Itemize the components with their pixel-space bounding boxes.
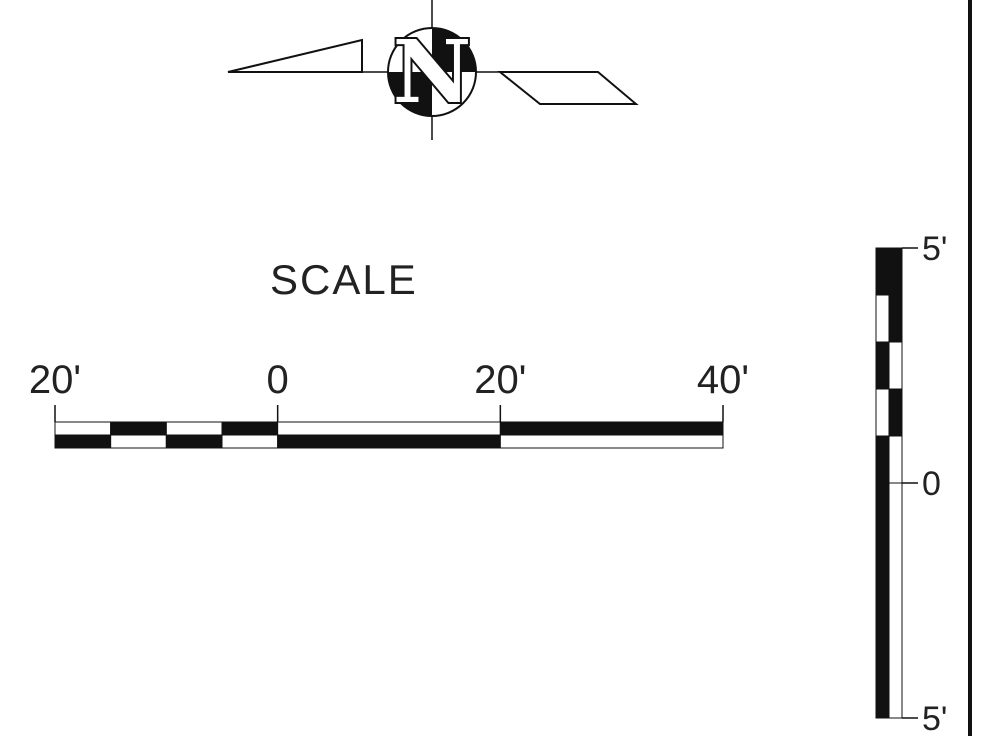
north-arrow-icon: N: [227, 0, 639, 140]
scale-label: 20': [474, 358, 526, 402]
scale-segment-top: [54, 421, 112, 436]
scale-segment-bottom: [165, 434, 223, 449]
scale-segment-top: [110, 421, 167, 436]
scale-label: 40': [697, 358, 749, 402]
vertical-segment-left: [875, 435, 890, 484]
scale-segment-bottom: [221, 434, 279, 449]
north-letter: N: [393, 22, 472, 123]
vertical-scale-bar: [875, 247, 918, 719]
vertical-segment-right: [888, 388, 903, 437]
vertical-segment-left: [875, 482, 890, 719]
vertical-segment-left: [875, 294, 890, 343]
scale-label: 20': [29, 358, 81, 402]
vertical-segment-right: [888, 247, 903, 296]
scale-segment-bottom: [499, 434, 724, 449]
vertical-segment-right: [888, 482, 903, 719]
vertical-segment-left: [875, 388, 890, 437]
vertical-segment-right: [888, 341, 903, 390]
scale-segment-top: [499, 421, 724, 436]
scale-label: 0: [267, 358, 289, 402]
horizontal-scale-bar: [54, 405, 724, 449]
scale-segment-bottom: [277, 434, 501, 449]
scale-segment-bottom: [110, 434, 167, 449]
vertical-segment-left: [875, 247, 890, 296]
vertical-segment-left: [875, 341, 890, 390]
vertical-scale-label: 5': [922, 700, 947, 736]
vertical-segment-right: [888, 435, 903, 484]
vertical-segment-right: [888, 294, 903, 343]
scale-segment-bottom: [54, 434, 112, 449]
vertical-scale-label: 0: [922, 465, 941, 503]
scale-title: SCALE: [270, 256, 418, 303]
scale-segment-top: [165, 421, 223, 436]
vertical-scale-label: 5': [922, 230, 947, 268]
scale-segment-top: [277, 421, 501, 436]
scale-segment-top: [221, 421, 279, 436]
